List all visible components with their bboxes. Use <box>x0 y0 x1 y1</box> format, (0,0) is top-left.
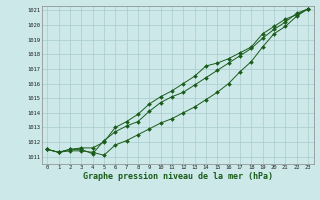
X-axis label: Graphe pression niveau de la mer (hPa): Graphe pression niveau de la mer (hPa) <box>83 172 273 181</box>
